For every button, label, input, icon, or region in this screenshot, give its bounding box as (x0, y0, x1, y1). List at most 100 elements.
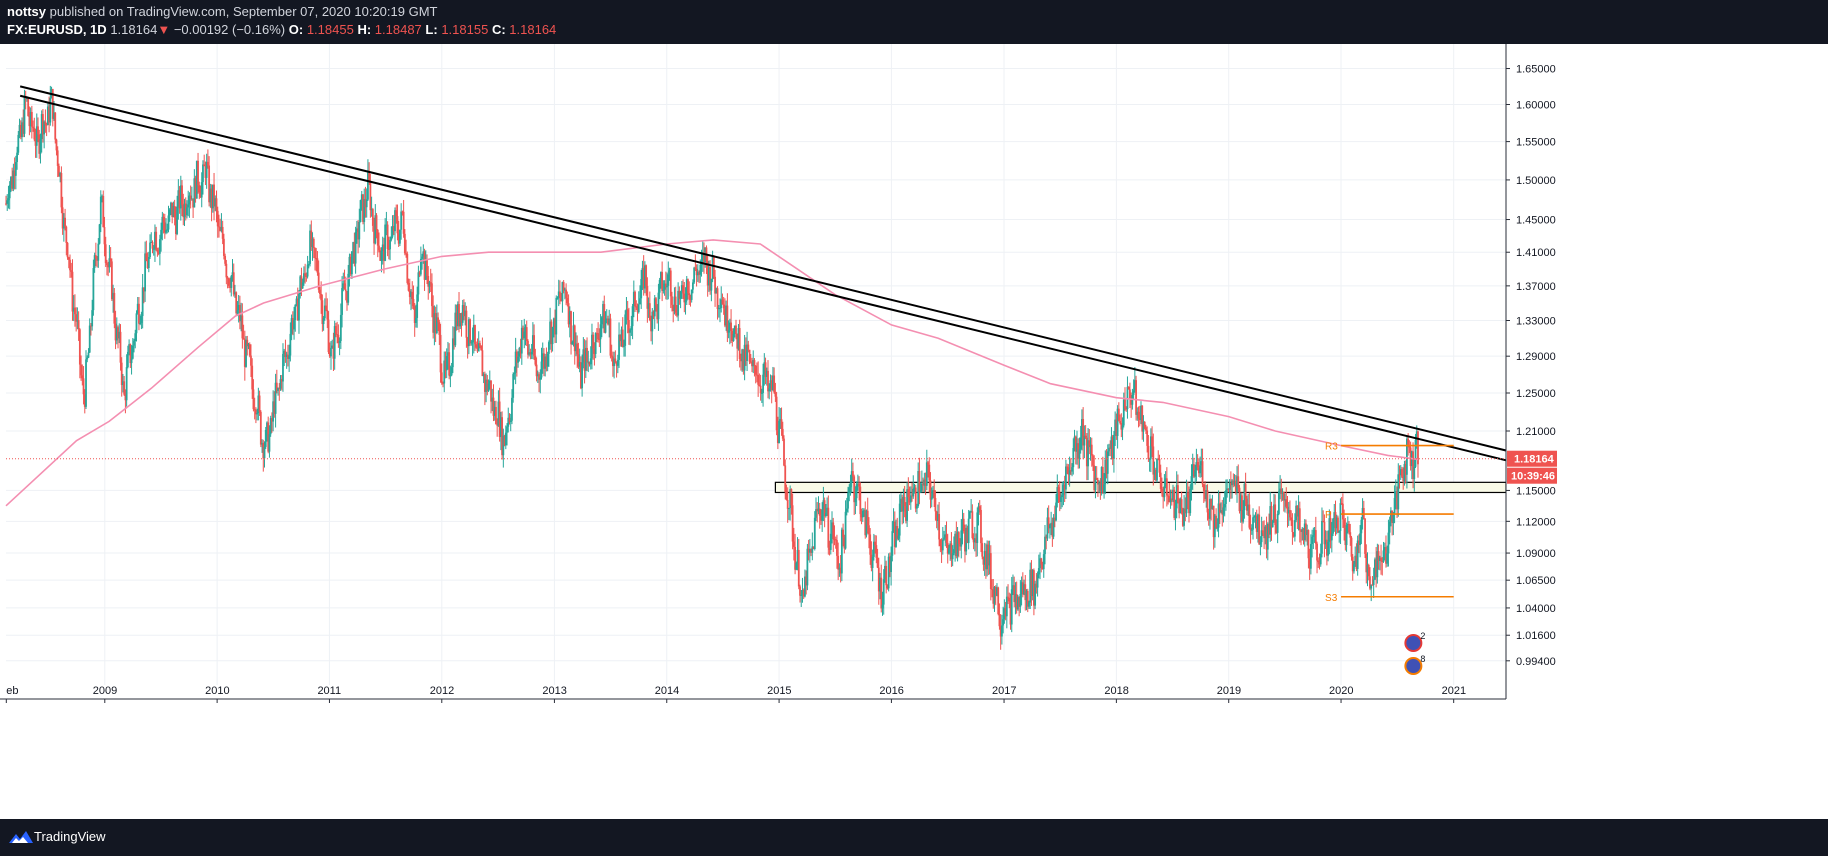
price-tick-label: 1.01600 (1516, 630, 1556, 642)
candle-body-up (743, 344, 746, 371)
candle-body-down (1316, 543, 1318, 561)
moving-average[interactable] (5, 239, 1419, 507)
candle-body-down (1350, 537, 1353, 557)
price-axis[interactable]: 1.65000 1.60000 1.55000 1.50000 1.45000 1.410… (1505, 44, 1828, 819)
candle-body-up (342, 283, 345, 289)
candle-body-down (586, 347, 588, 362)
candle-body-down (317, 272, 320, 290)
candle-body-down (735, 325, 737, 334)
candle-body-down (203, 164, 206, 167)
candle-body-down (397, 233, 400, 244)
candle-body-up (172, 206, 175, 217)
candle-body-down (877, 567, 880, 592)
candle-body-down (232, 272, 235, 295)
candle-body-up (506, 426, 508, 433)
candle-body-up (290, 318, 293, 334)
time-tick-label: 2020 (1329, 685, 1353, 697)
price-tick-label: 1.25000 (1516, 388, 1556, 400)
candle-body-down (1249, 527, 1252, 530)
candle-body-up (285, 354, 288, 357)
candle-body-down (413, 306, 416, 323)
price-tick-label: 1.37000 (1516, 281, 1556, 293)
candle-body-down (1289, 510, 1291, 518)
candle-body-up (200, 182, 203, 198)
candle-body-down (142, 287, 145, 292)
candle-body-up (1199, 465, 1201, 474)
candle-body-up (507, 417, 510, 427)
time-tick-label: 2019 (1217, 685, 1241, 697)
candle-body-down (839, 567, 842, 574)
candle-body-down (576, 343, 579, 355)
candle-body-down (463, 305, 465, 317)
candle-body-down (880, 577, 883, 609)
candle-body-down (316, 258, 319, 273)
candle-body-up (410, 291, 412, 297)
candle-body-up (447, 352, 449, 356)
tradingview-logo-icon[interactable] (8, 828, 34, 846)
candle-body-up (139, 322, 142, 324)
candle-body-down (80, 364, 82, 376)
candle-body-up (631, 306, 634, 327)
candle-body-down (1280, 488, 1283, 494)
candle-body-down (756, 374, 758, 376)
time-axis[interactable]: eb 2009 2010 2011 2012 2013 2014 2015 2016 2017 20… (0, 685, 1506, 703)
candle-body-up (968, 511, 971, 519)
candle-body-up (1386, 553, 1389, 564)
candle-body-up (906, 489, 909, 521)
author-name[interactable]: nottsy (7, 4, 46, 19)
candle-body-up (10, 177, 12, 186)
candle-body-up (872, 541, 875, 557)
candle-body-down (799, 586, 801, 596)
candle-body-down (78, 329, 81, 365)
candle-body-up (125, 367, 128, 401)
candle-body-down (928, 464, 931, 481)
trendline (19, 94, 1507, 462)
candle-body-up (524, 327, 527, 332)
candle-body-up (1100, 467, 1103, 492)
candle-body-down (519, 348, 522, 354)
candle-body-up (1346, 523, 1349, 526)
candle-body-up (951, 553, 954, 560)
candle-body-up (528, 352, 531, 355)
candle-body-up (976, 512, 979, 544)
candle-body-down (284, 350, 287, 357)
candle-body-down (328, 352, 331, 357)
tradingview-brand[interactable]: TradingView (34, 829, 106, 844)
symbol-name[interactable]: FX:EURUSD, 1D (7, 22, 107, 37)
candle-body-down (258, 395, 261, 412)
candle-body-down (120, 362, 123, 386)
candle-body-down (178, 190, 181, 209)
candle-body-up (154, 231, 156, 249)
candle-body-down (1143, 421, 1146, 428)
candle-body-down (714, 276, 716, 294)
candle-body-down (465, 310, 468, 338)
candle-body-down (273, 401, 276, 414)
candle-body-down (1105, 459, 1108, 474)
candle-body-up (563, 289, 566, 291)
candle-body-up (1073, 436, 1076, 449)
candle-body-up (668, 270, 671, 275)
candle-body-down (229, 285, 231, 288)
candle-body-up (923, 479, 926, 486)
candle-body-down (48, 106, 50, 123)
candle-body-down (533, 335, 536, 356)
candle-body-down (1137, 411, 1140, 419)
support-zone[interactable] (774, 481, 1507, 494)
candle-body-down (438, 322, 441, 335)
pivot-levels[interactable]: R3 P S3 (1325, 442, 1454, 604)
candle-body-up (760, 392, 763, 394)
candle-body-up (546, 353, 549, 367)
candle-body-down (1135, 380, 1137, 415)
candle-body-up (306, 264, 309, 277)
price-tick-label: 1.41000 (1516, 247, 1556, 259)
trendlines[interactable] (6, 85, 1507, 462)
event-markers[interactable]: 28 (1404, 631, 1425, 675)
candle-body-down (664, 283, 667, 288)
candle-body-up (680, 285, 683, 292)
candle-body-up (1020, 582, 1023, 594)
candle-body-down (859, 486, 862, 515)
candle-body-up (536, 374, 539, 377)
candle-body-down (253, 409, 256, 411)
